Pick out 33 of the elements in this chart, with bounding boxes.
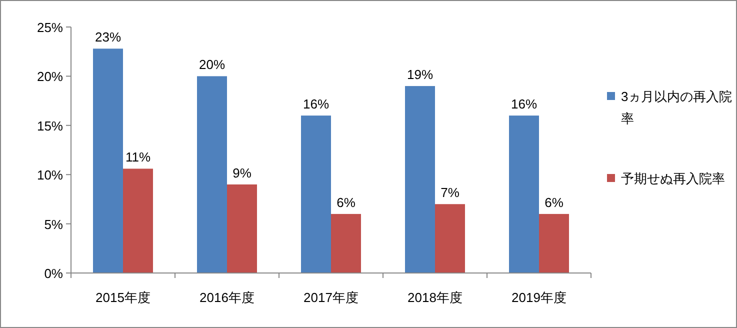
data-label: 6%: [336, 194, 356, 210]
data-label: 6%: [544, 194, 564, 210]
y-tick-label: 25%: [36, 20, 64, 35]
data-label: 20%: [198, 57, 226, 72]
bar: [123, 168, 153, 273]
bar: [93, 48, 123, 273]
legend-label: 3ヵ月以内の再入院率: [621, 89, 732, 126]
data-label: 23%: [94, 30, 122, 45]
data-label: 16%: [302, 96, 330, 112]
y-tick-label: 15%: [36, 118, 64, 134]
bar: [227, 184, 257, 273]
x-tick-label: 2019年度: [512, 290, 566, 305]
data-label: 9%: [232, 165, 252, 180]
legend-label: 予期せぬ再入院率: [621, 171, 725, 186]
x-tick-label: 2017年度: [304, 290, 358, 305]
bar: [539, 214, 569, 273]
bar: [435, 204, 465, 273]
bar: [509, 116, 539, 273]
x-tick-label: 2018年度: [408, 290, 462, 305]
y-tick-label: 5%: [44, 216, 64, 232]
data-label: 19%: [406, 67, 434, 82]
bar: [331, 214, 361, 273]
data-label: 11%: [125, 150, 151, 165]
bar: [405, 86, 435, 273]
bar: [301, 116, 331, 273]
y-tick-label: 0%: [44, 266, 64, 281]
y-tick-label: 20%: [36, 69, 64, 84]
data-label: 7%: [440, 185, 460, 200]
x-tick-label: 2016年度: [200, 290, 254, 305]
y-tick-label: 10%: [36, 168, 64, 183]
data-label: 16%: [510, 96, 538, 112]
bar: [197, 76, 227, 273]
x-tick-label: 2015年度: [96, 290, 150, 305]
